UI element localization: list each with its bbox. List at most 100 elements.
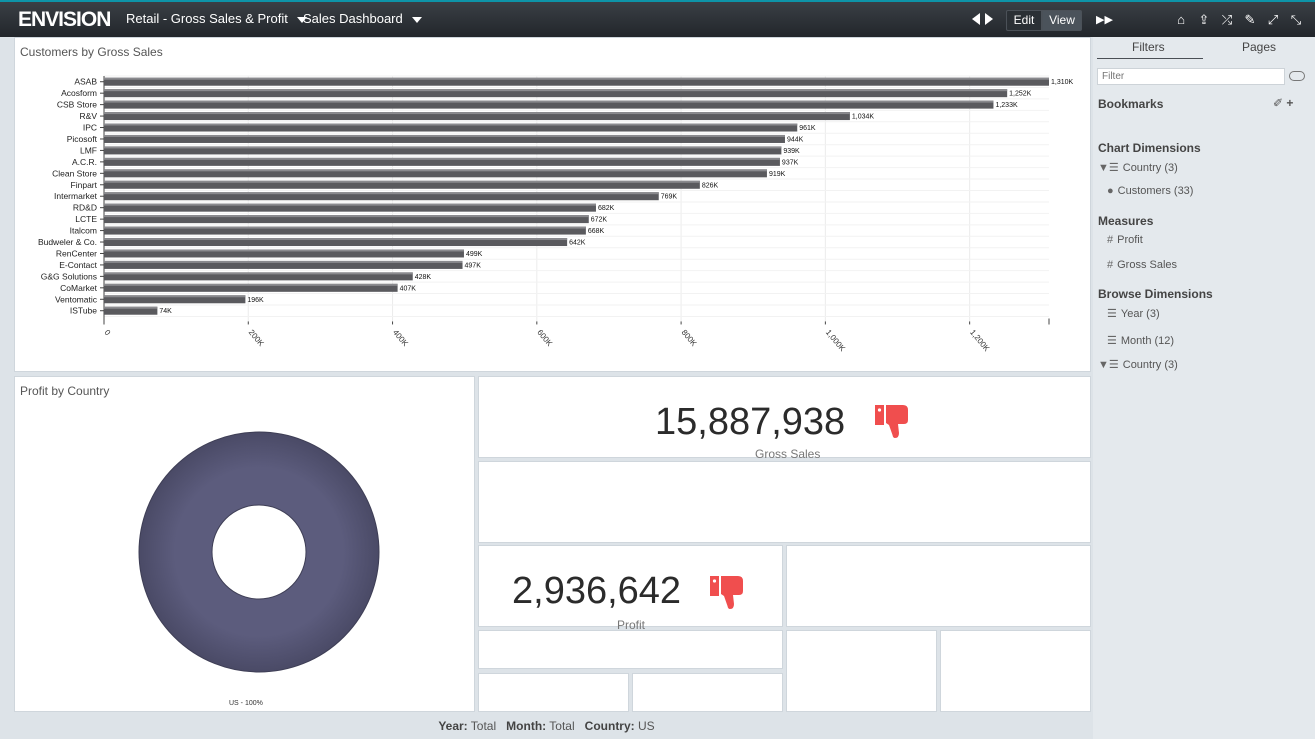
toggle-icon[interactable]: [1289, 71, 1305, 81]
edit-button[interactable]: Edit: [1006, 10, 1042, 31]
bar-highlight: [104, 272, 413, 275]
bar[interactable]: [104, 295, 246, 304]
data-label: 944K: [787, 136, 804, 143]
envision-logo[interactable]: ENVISION: [18, 8, 111, 31]
bar[interactable]: [104, 157, 780, 166]
donut-chart: US - 100%: [138, 431, 380, 707]
empty-panel: [786, 630, 937, 712]
next-icon[interactable]: [985, 13, 993, 25]
project-label: Retail - Gross Sales & Profit: [126, 11, 288, 26]
top-bar: ENVISION Retail - Gross Sales & Profit S…: [0, 0, 1315, 37]
tab-filters[interactable]: Filters: [1132, 40, 1165, 54]
shuffle-icon[interactable]: ⤮: [1221, 12, 1233, 27]
year-label: Year:: [438, 719, 468, 733]
bar[interactable]: [104, 123, 798, 132]
empty-panel: [632, 673, 783, 712]
add-icon[interactable]: +: [1286, 96, 1294, 110]
bar-highlight: [104, 215, 589, 218]
expand-icon[interactable]: ⤢: [1267, 12, 1279, 27]
bar[interactable]: [104, 89, 1008, 98]
bar-highlight: [104, 283, 398, 286]
bar[interactable]: [104, 100, 994, 109]
measure-gross-sales[interactable]: # Gross Sales: [1107, 259, 1178, 271]
bar[interactable]: [104, 283, 398, 292]
hash-icon: #: [1107, 259, 1114, 271]
tab-pages[interactable]: Pages: [1242, 40, 1277, 54]
list-icon: ☰: [1107, 335, 1117, 347]
category-label: LMF: [80, 145, 97, 155]
bar-chart-panel: Customers by Gross Sales 0 200K 400K 600K 80…: [14, 37, 1091, 372]
fullscreen-icon[interactable]: ⤡: [1290, 12, 1302, 27]
donut-slice-us[interactable]: [138, 431, 380, 673]
category-label: RD&D: [73, 203, 97, 213]
bar-highlight: [104, 134, 785, 137]
tab-underline: [1097, 58, 1203, 59]
bar[interactable]: [104, 77, 1049, 86]
upload-icon[interactable]: ⇪: [1198, 12, 1210, 27]
data-label: 1,310K: [1051, 79, 1074, 86]
browse-dim-year[interactable]: ☰ Year (3): [1107, 308, 1160, 320]
category-label: ISTube: [70, 306, 97, 316]
chart-dim-country[interactable]: ▼☰ Country (3): [1098, 162, 1178, 174]
category-label: R&V: [80, 111, 98, 121]
bar-highlight: [104, 295, 246, 298]
view-button[interactable]: View: [1042, 10, 1082, 31]
hash-icon: #: [1107, 234, 1114, 246]
bar[interactable]: [104, 272, 413, 281]
x-tick-label: 400K: [391, 328, 410, 349]
filter-input[interactable]: [1097, 68, 1285, 85]
bar[interactable]: [104, 192, 659, 201]
bar[interactable]: [104, 226, 586, 235]
month-value: Total: [549, 719, 575, 733]
donut-slice-label: US - 100%: [229, 700, 263, 707]
eraser-icon[interactable]: ✐: [1273, 96, 1284, 110]
browse-dim-month[interactable]: ☰ Month (12): [1107, 335, 1175, 347]
measure-profit[interactable]: # Profit: [1107, 234, 1143, 246]
category-label: E-Contact: [59, 260, 97, 270]
month-label: Month:: [506, 719, 547, 733]
x-tick-label: 600K: [535, 328, 554, 349]
chart-dim-customers[interactable]: ● Customers (33): [1107, 185, 1194, 197]
bar[interactable]: [104, 215, 589, 224]
bar[interactable]: [104, 249, 464, 258]
previous-icon[interactable]: [972, 13, 980, 25]
bar-highlight: [104, 112, 850, 115]
bar-highlight: [104, 249, 464, 252]
category-label: Clean Store: [52, 168, 97, 178]
comment-icon[interactable]: ✎: [1244, 12, 1256, 27]
browse-dim-country[interactable]: ▼☰ Country (3): [1098, 359, 1178, 371]
bar-highlight: [104, 157, 780, 160]
category-label: Ventomatic: [55, 294, 98, 304]
bar[interactable]: [104, 146, 782, 155]
fast-forward-icon[interactable]: ▶▶: [1096, 14, 1113, 26]
data-label: 499K: [466, 251, 483, 258]
empty-panel: [478, 673, 629, 712]
bar[interactable]: [104, 306, 158, 315]
home-icon[interactable]: ⌂: [1177, 12, 1185, 27]
category-label: CSB Store: [57, 100, 97, 110]
bar[interactable]: [104, 238, 568, 247]
category-label: Finpart: [71, 180, 98, 190]
category-label: Intermarket: [54, 191, 98, 201]
bar-highlight: [104, 238, 568, 241]
measures-heading: Measures: [1098, 214, 1154, 228]
data-label: 769K: [661, 194, 678, 201]
bar[interactable]: [104, 260, 463, 269]
thumbs-down-icon: [710, 576, 743, 609]
bar[interactable]: [104, 112, 850, 121]
category-label: Acosform: [61, 88, 97, 98]
data-label: 672K: [591, 217, 608, 224]
bar[interactable]: [104, 203, 596, 212]
dashboard-label: Sales Dashboard: [303, 11, 403, 26]
project-selector[interactable]: Retail - Gross Sales & Profit: [126, 11, 307, 26]
globe-icon: ●: [1107, 185, 1114, 197]
bookmark-actions: ✐ +: [1273, 96, 1293, 110]
bar[interactable]: [104, 169, 767, 178]
bar[interactable]: [104, 134, 785, 143]
data-label: 919K: [769, 171, 786, 178]
bar[interactable]: [104, 180, 700, 189]
filter-summary: Year: Total Month: Total Country: US: [0, 719, 1093, 733]
pie-chart-title: Profit by Country: [20, 384, 110, 398]
dashboard-selector[interactable]: Sales Dashboard: [303, 11, 422, 26]
thumbs-down-icon: [875, 405, 908, 438]
